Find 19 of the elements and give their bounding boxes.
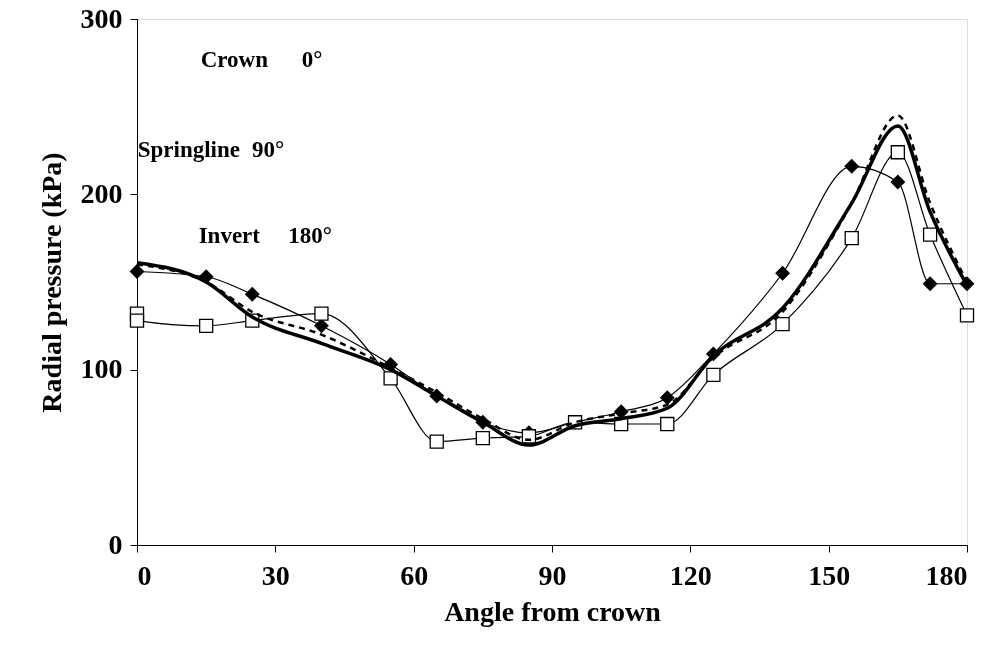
y-tick-label: 300	[80, 2, 123, 34]
y-tick-label: 0	[108, 528, 123, 560]
x-axis-title: Angle from crown	[444, 595, 662, 627]
annotation: 0°	[301, 47, 323, 72]
annotation: Crown	[200, 47, 269, 72]
x-tick-label: 90	[538, 559, 567, 591]
y-axis-title: Radial pressure (kPa)	[35, 152, 67, 413]
x-tick-label: 120	[669, 559, 712, 591]
annotation: Invert	[198, 223, 261, 248]
x-tick-label: 30	[261, 559, 290, 591]
annotation: Springline	[137, 137, 240, 162]
annotation: 90°	[252, 137, 285, 162]
annotation: 180°	[288, 223, 332, 248]
x-tick-label: 0	[137, 559, 152, 591]
x-tick-label: 60	[400, 559, 429, 591]
y-tick-label: 100	[80, 353, 123, 385]
x-tick-label: 150	[808, 559, 851, 591]
y-tick-label: 200	[80, 177, 123, 209]
x-tick-label: 180	[925, 559, 968, 591]
